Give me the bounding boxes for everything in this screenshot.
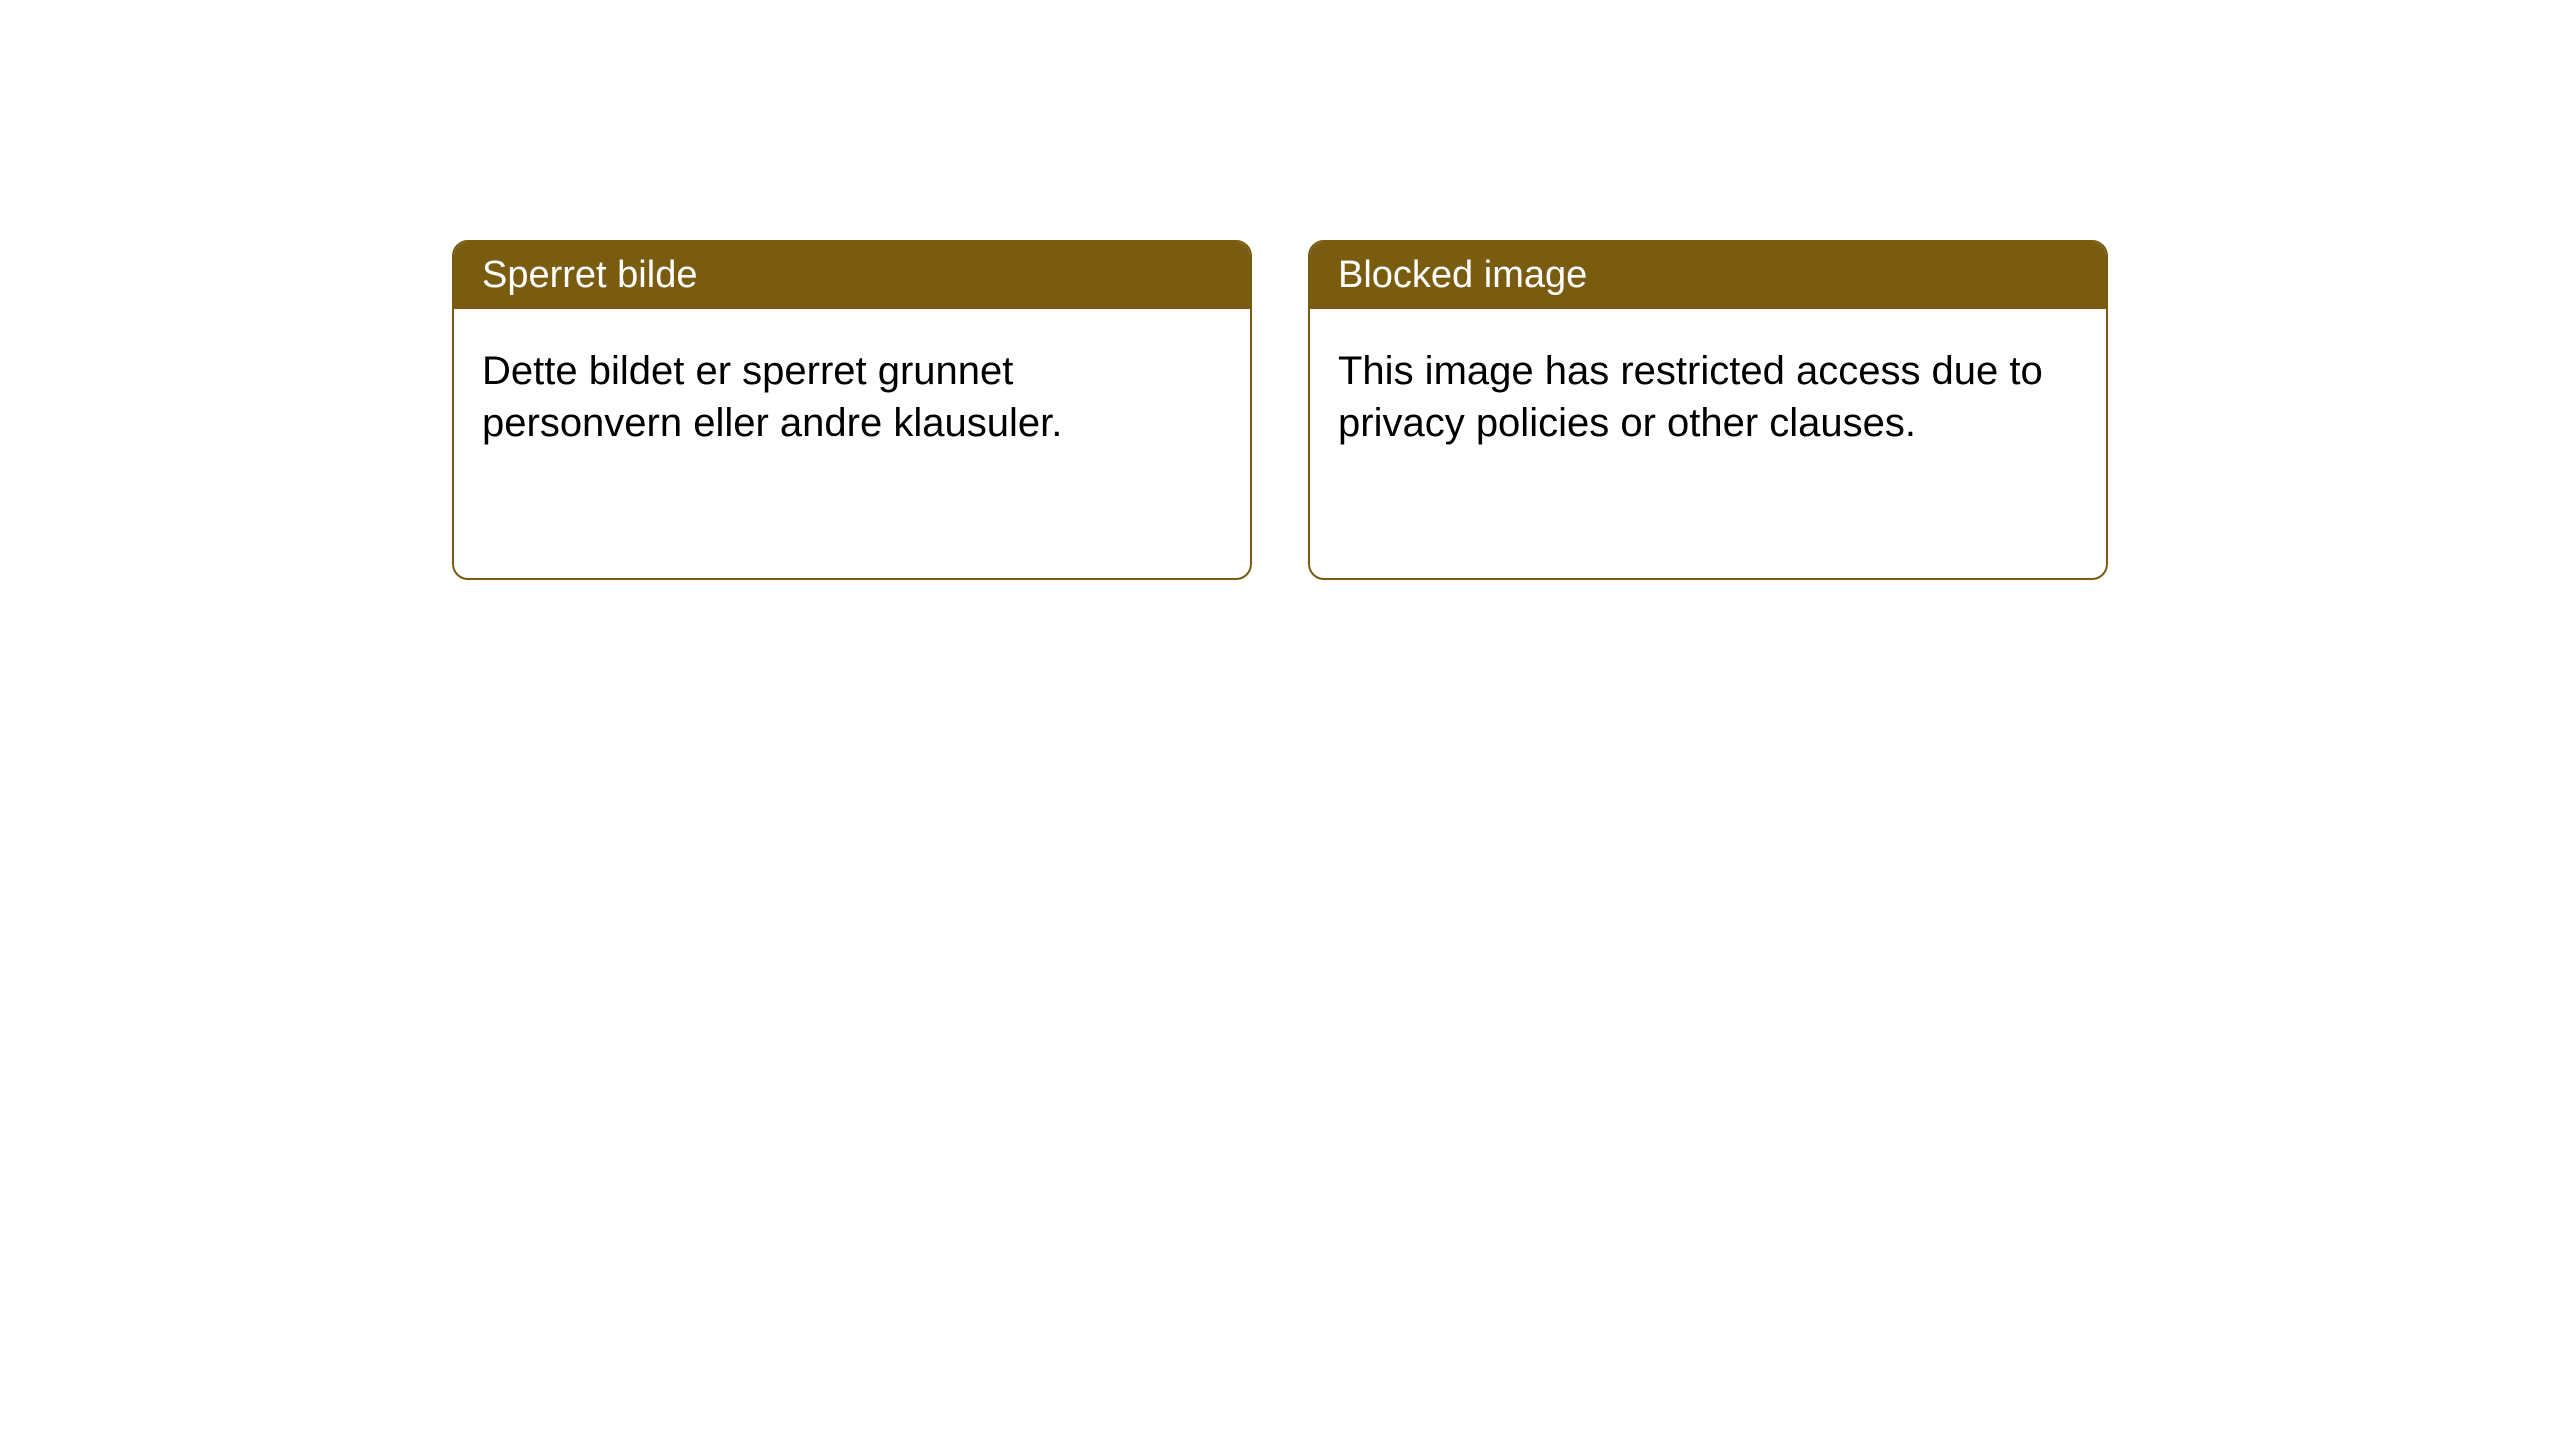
card-body-text: This image has restricted access due to … (1338, 349, 2043, 445)
notice-container: Sperret bilde Dette bildet er sperret gr… (452, 240, 2108, 580)
card-body-text: Dette bildet er sperret grunnet personve… (482, 349, 1062, 445)
card-title: Sperret bilde (482, 254, 697, 296)
card-title: Blocked image (1338, 254, 1587, 296)
card-header: Blocked image (1310, 242, 2106, 309)
blocked-image-card-no: Sperret bilde Dette bildet er sperret gr… (452, 240, 1252, 580)
card-body: Dette bildet er sperret grunnet personve… (454, 309, 1250, 485)
blocked-image-card-en: Blocked image This image has restricted … (1308, 240, 2108, 580)
card-body: This image has restricted access due to … (1310, 309, 2106, 485)
card-header: Sperret bilde (454, 242, 1250, 309)
